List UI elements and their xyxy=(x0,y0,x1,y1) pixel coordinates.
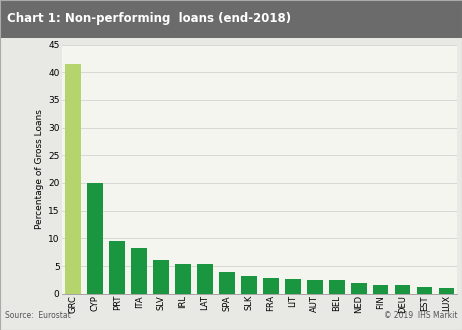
Bar xyxy=(417,287,432,294)
Bar xyxy=(241,276,257,294)
Y-axis label: Percentage of Gross Loans: Percentage of Gross Loans xyxy=(35,109,44,229)
Bar xyxy=(197,264,213,294)
Bar xyxy=(87,183,103,294)
Text: Chart 1: Non-performing  loans (end-2018): Chart 1: Non-performing loans (end-2018) xyxy=(7,13,291,25)
Bar xyxy=(153,260,169,294)
Bar xyxy=(351,282,366,294)
Bar xyxy=(395,285,410,294)
Bar xyxy=(131,248,147,294)
Bar xyxy=(285,279,301,294)
Bar xyxy=(373,285,389,294)
Bar xyxy=(66,64,81,294)
Text: Source:  Eurostat: Source: Eurostat xyxy=(5,311,70,320)
Bar xyxy=(175,264,191,294)
Text: © 2019  IHS Markit: © 2019 IHS Markit xyxy=(384,311,457,320)
Bar xyxy=(219,272,235,294)
Bar xyxy=(438,288,454,294)
Bar xyxy=(109,241,125,294)
Bar xyxy=(263,278,279,294)
Bar xyxy=(307,280,322,294)
Bar xyxy=(329,280,345,294)
